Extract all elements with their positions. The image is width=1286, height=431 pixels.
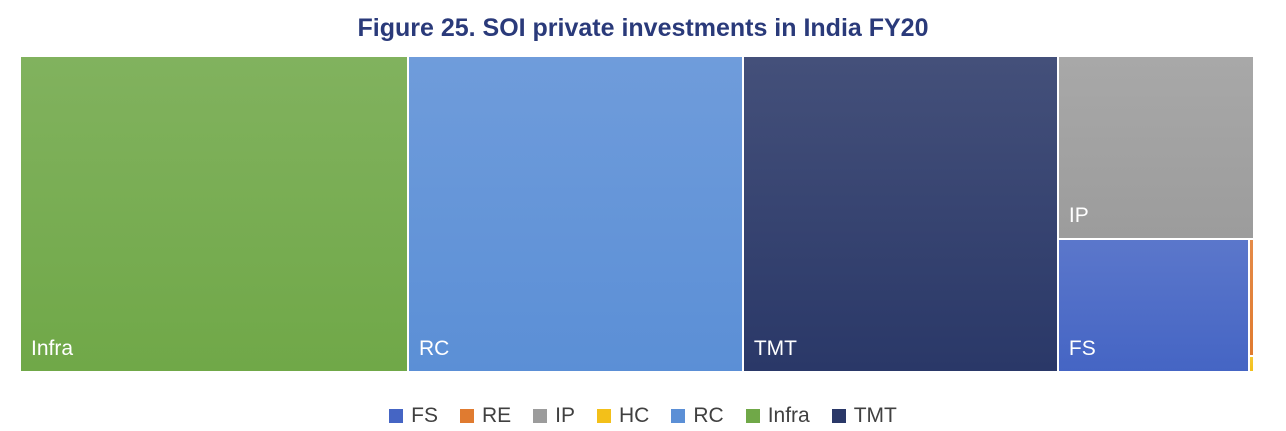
legend-swatch-re bbox=[459, 409, 474, 423]
legend-label-re: RE bbox=[481, 404, 512, 427]
treemap-cell-infra: Infra bbox=[20, 56, 408, 372]
legend-item-re: RE bbox=[459, 404, 512, 428]
legend-label-rc: RC bbox=[693, 404, 724, 427]
legend-swatch-fs bbox=[389, 409, 404, 423]
legend-swatch-hc bbox=[597, 409, 611, 423]
treemap-cell-fs: FS bbox=[1057, 239, 1249, 372]
legend-swatch-rc bbox=[671, 409, 686, 423]
treemap-cell-ip: IP bbox=[1057, 56, 1254, 240]
legend-label-fs: FS bbox=[411, 404, 438, 427]
legend: FS RE IP HC RC Infra TMT bbox=[0, 404, 1286, 428]
legend-item-tmt: TMT bbox=[831, 404, 897, 428]
legend-label-hc: HC bbox=[619, 404, 650, 427]
legend-item-rc: RC bbox=[671, 404, 724, 428]
treemap-cell-tmt: TMT bbox=[742, 56, 1058, 372]
treemap-cell-hc bbox=[1249, 356, 1254, 372]
treemap-cell-rc: RC bbox=[407, 56, 743, 372]
treemap-label-ip: IP bbox=[1068, 204, 1089, 228]
legend-label-tmt: TMT bbox=[853, 404, 897, 427]
legend-item-ip: IP bbox=[533, 404, 575, 428]
legend-swatch-infra bbox=[745, 409, 760, 423]
legend-label-infra: Infra bbox=[767, 404, 810, 427]
legend-item-hc: HC bbox=[597, 404, 649, 428]
legend-item-fs: FS bbox=[389, 404, 438, 428]
treemap-label-rc: RC bbox=[418, 337, 450, 360]
legend-item-infra: Infra bbox=[745, 404, 810, 428]
treemap-label-infra: Infra bbox=[31, 337, 74, 360]
legend-swatch-ip bbox=[533, 409, 548, 423]
chart-title: Figure 25. SOI private investments in In… bbox=[357, 14, 929, 42]
legend-label-ip: IP bbox=[555, 404, 575, 427]
treemap-label-fs: FS bbox=[1068, 336, 1096, 360]
treemap-cell-re bbox=[1249, 239, 1254, 357]
legend-swatch-tmt bbox=[831, 409, 846, 423]
treemap-label-tmt: TMT bbox=[753, 337, 797, 360]
treemap: Infra RC TMT IP FS bbox=[20, 56, 1254, 372]
